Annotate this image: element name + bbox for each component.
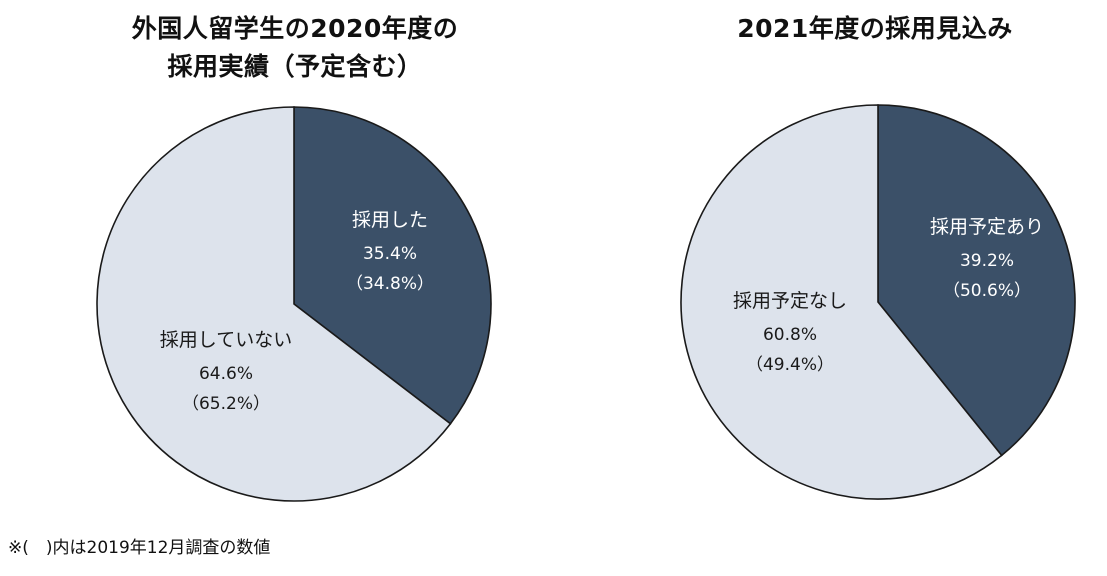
- slice-value-2021-0: 39.2%: [960, 251, 1014, 271]
- chart-title-2020-line-2: 採用実績（予定含む）: [167, 52, 423, 81]
- chart-title-2020: 外国人留学生の2020年度の 採用実績（予定含む）: [95, 10, 495, 86]
- pie-slice-2020-0: [293, 106, 492, 425]
- slice-label-2020-1: 採用していない: [160, 329, 292, 351]
- chart-title-2021: 2021年度の採用見込み: [690, 10, 1060, 48]
- slice-label-2021-0: 採用予定あり: [930, 216, 1044, 238]
- slice-label-2021-1: 採用予定なし: [733, 290, 847, 312]
- chart-title-2020-line-1: 外国人留学生の2020年度の: [131, 14, 459, 43]
- slice-prev-value-2021-0: （50.6%）: [943, 281, 1031, 301]
- slice-value-2021-1: 60.8%: [763, 325, 817, 345]
- pie-slice-2021-0: [877, 104, 1076, 457]
- chart-title-2021-line-1: 2021年度の採用見込み: [737, 14, 1013, 43]
- pie-chart-2021: 採用予定あり 39.2% （50.6%） 採用予定なし 60.8% （49.4%）: [680, 104, 1076, 500]
- slice-label-2020-0: 採用した: [352, 209, 428, 231]
- slice-prev-value-2020-0: （34.8%）: [346, 274, 434, 294]
- slice-prev-value-2021-1: （49.4%）: [746, 355, 834, 375]
- slice-prev-value-2020-1: （65.2%）: [182, 394, 270, 414]
- pie-slice-2020-1: [96, 106, 452, 502]
- pie-slice-2021-1: [680, 104, 1003, 500]
- pie-chart-2020: 採用した 35.4% （34.8%） 採用していない 64.6% （65.2%）: [96, 106, 492, 502]
- slice-value-2020-0: 35.4%: [363, 244, 417, 264]
- slice-value-2020-1: 64.6%: [199, 364, 253, 384]
- footnote: ※( )内は2019年12月調査の数値: [8, 538, 271, 558]
